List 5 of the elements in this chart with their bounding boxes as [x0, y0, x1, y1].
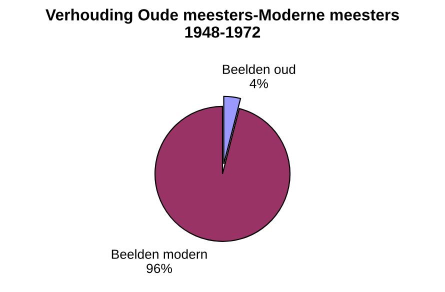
- chart-title: Verhouding Oude meesters-Moderne meesters 1948-1972: [46, 8, 399, 38]
- slice-label: Beelden oud: [222, 64, 296, 74]
- data-label: 96%: [146, 264, 172, 274]
- slice-label: Beelden modern: [112, 249, 207, 259]
- data-label: 4%: [250, 78, 268, 88]
